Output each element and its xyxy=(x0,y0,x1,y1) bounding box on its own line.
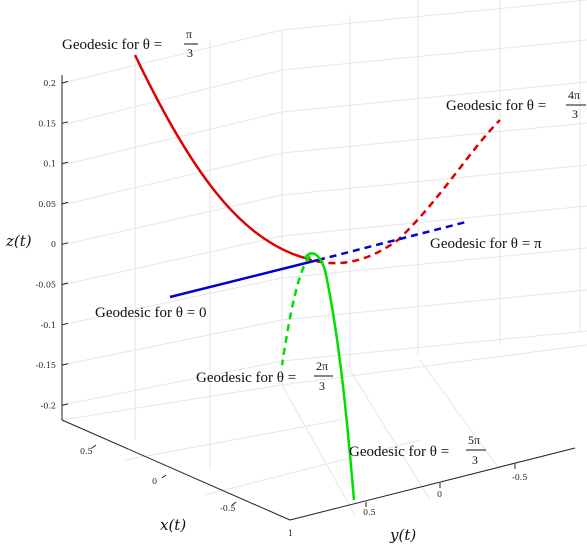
annotation-denominator: 3 xyxy=(319,379,325,393)
annotation-prefix: Geodesic for θ = xyxy=(349,444,449,460)
annotation-label: Geodesic for θ = 0 xyxy=(95,305,206,321)
z-tick-mark xyxy=(61,322,69,326)
annotation-numerator: 5π xyxy=(468,433,480,447)
annotation-numerator: π xyxy=(186,27,192,41)
y-axis-label: y(t) xyxy=(389,526,416,544)
geodesic-curves xyxy=(133,54,501,501)
annotation-theta-pi: Geodesic for θ = π xyxy=(430,236,542,252)
z-tick-label: -0.15 xyxy=(35,361,56,370)
annotation-prefix: Geodesic for θ = xyxy=(196,370,296,386)
x-tick-label: 1 xyxy=(288,529,293,538)
z-tick-label: -0.2 xyxy=(41,401,56,410)
annotation-theta-2pi-over-3: Geodesic for θ = 2π 3 xyxy=(196,359,333,393)
z-tick-label: -0.05 xyxy=(35,281,56,290)
y-tick-label: -0.5 xyxy=(512,473,527,482)
annotation-theta-5pi-over-3: Geodesic for θ = 5π 3 xyxy=(349,433,486,467)
y-axis-ticks: 0.5 0 -0.5 xyxy=(363,464,527,517)
z-tick-mark xyxy=(61,81,69,84)
z-tick-mark xyxy=(61,363,69,366)
annotation-denominator: 3 xyxy=(572,107,578,121)
curve-theta-2pi-over-3 xyxy=(280,255,311,366)
x-axis-ticks: 0.5 0 -0.5 1 xyxy=(80,444,293,538)
x-axis-label: x(t) xyxy=(160,516,186,534)
annotation-denominator: 3 xyxy=(472,453,478,467)
axes-frame xyxy=(61,75,576,521)
x-tick-label: -0.5 xyxy=(220,504,235,513)
x-tick-label: 0 xyxy=(152,477,157,486)
annotation-theta-4pi-over-3: Geodesic for θ = 4π 3 xyxy=(446,88,586,121)
z-axis-label: z(t) xyxy=(5,232,32,250)
z-tick-mark xyxy=(61,282,69,285)
curve-theta-4pi-over-3 xyxy=(304,119,501,265)
curve-theta-pi xyxy=(317,220,467,262)
z-tick-label: 0 xyxy=(51,240,56,249)
z-tick-label: 0.15 xyxy=(38,119,56,128)
y-tick-label: 0.5 xyxy=(363,508,376,517)
z-tick-mark xyxy=(61,161,69,165)
x-tick-label: 0.5 xyxy=(80,447,93,456)
z-tick-label: -0.1 xyxy=(41,321,56,330)
z-tick-mark xyxy=(61,242,69,245)
curve-theta-pi-over-3 xyxy=(133,54,306,260)
grid-lines xyxy=(61,0,587,516)
annotation-prefix: Geodesic for θ = xyxy=(446,98,546,114)
z-tick-mark xyxy=(61,201,69,205)
annotation-theta-0: Geodesic for θ = 0 xyxy=(95,305,206,321)
curve-theta-5pi-over-3 xyxy=(303,252,356,501)
y-tick-label: 0 xyxy=(437,490,442,499)
z-tick-label: 0.1 xyxy=(43,160,56,169)
z-tick-mark xyxy=(61,121,69,124)
annotation-prefix: Geodesic for θ = xyxy=(62,37,162,53)
annotation-numerator: 4π xyxy=(568,88,580,102)
z-tick-label: 0.2 xyxy=(43,79,56,88)
annotation-numerator: 2π xyxy=(316,359,328,373)
annotation-label: Geodesic for θ = π xyxy=(430,236,542,252)
annotation-denominator: 3 xyxy=(187,46,193,60)
z-tick-mark xyxy=(61,403,69,406)
curve-theta-0 xyxy=(169,258,319,299)
z-tick-label: 0.05 xyxy=(38,200,56,209)
annotation-theta-pi-over-3: Geodesic for θ = π 3 xyxy=(62,27,198,60)
z-axis-ticks: 0.2 0.15 0.1 0.05 0 -0.05 -0.1 -0.15 -0.2 xyxy=(35,79,69,410)
